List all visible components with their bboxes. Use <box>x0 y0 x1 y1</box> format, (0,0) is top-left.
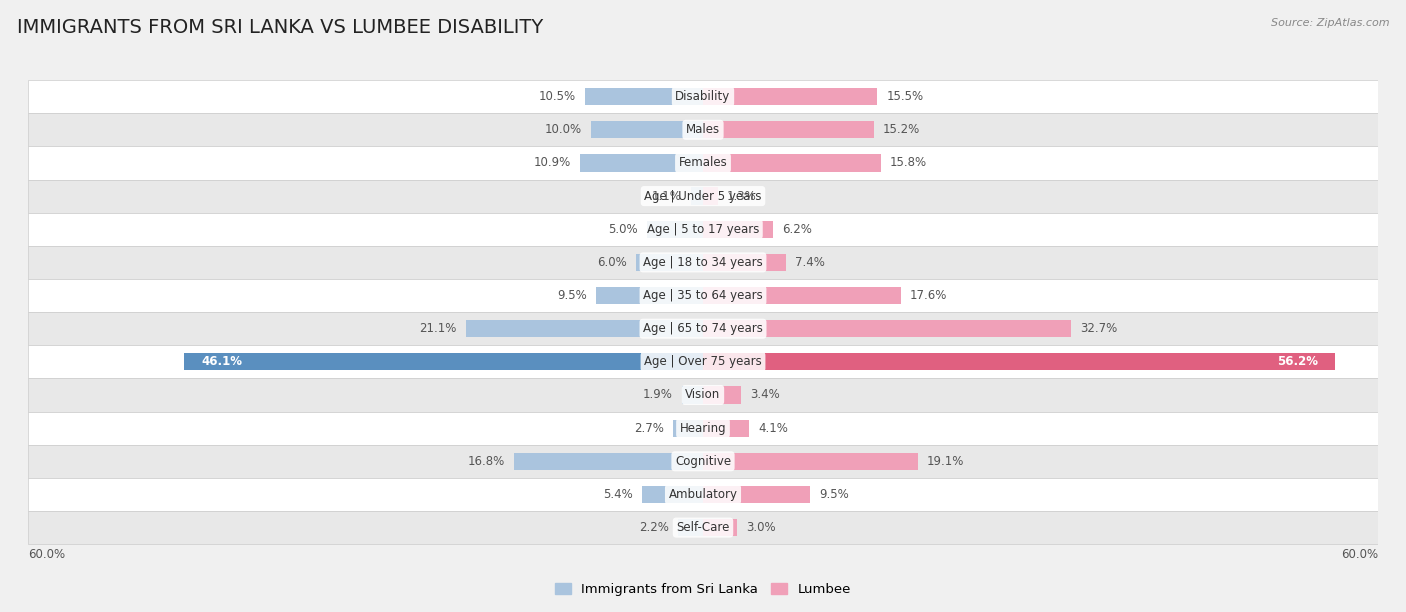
Text: Age | Over 75 years: Age | Over 75 years <box>644 356 762 368</box>
FancyBboxPatch shape <box>28 378 1378 411</box>
Text: 60.0%: 60.0% <box>28 548 65 561</box>
Bar <box>636 254 703 271</box>
FancyBboxPatch shape <box>28 80 1378 113</box>
Text: 1.3%: 1.3% <box>727 190 756 203</box>
Bar <box>703 420 749 437</box>
FancyBboxPatch shape <box>28 279 1378 312</box>
Bar <box>703 220 773 238</box>
FancyBboxPatch shape <box>28 146 1378 179</box>
Text: 7.4%: 7.4% <box>796 256 825 269</box>
Text: 1.9%: 1.9% <box>643 389 672 401</box>
Text: 15.5%: 15.5% <box>886 90 924 103</box>
Text: 2.2%: 2.2% <box>640 521 669 534</box>
Text: 56.2%: 56.2% <box>1277 356 1319 368</box>
Text: 15.2%: 15.2% <box>883 123 920 136</box>
Bar <box>596 287 703 304</box>
FancyBboxPatch shape <box>28 411 1378 445</box>
Bar <box>703 386 741 404</box>
Text: Age | 65 to 74 years: Age | 65 to 74 years <box>643 322 763 335</box>
Bar <box>690 187 703 204</box>
Bar <box>703 154 880 171</box>
Text: 21.1%: 21.1% <box>419 322 457 335</box>
Bar <box>682 386 703 404</box>
FancyBboxPatch shape <box>28 212 1378 246</box>
Bar <box>591 121 703 138</box>
FancyBboxPatch shape <box>28 345 1378 378</box>
Text: 3.0%: 3.0% <box>745 521 775 534</box>
Legend: Immigrants from Sri Lanka, Lumbee: Immigrants from Sri Lanka, Lumbee <box>550 578 856 602</box>
Text: 60.0%: 60.0% <box>1341 548 1378 561</box>
Text: Age | 35 to 64 years: Age | 35 to 64 years <box>643 289 763 302</box>
Text: 5.4%: 5.4% <box>603 488 633 501</box>
Bar <box>703 453 918 470</box>
Bar <box>703 88 877 105</box>
FancyBboxPatch shape <box>28 312 1378 345</box>
Text: Hearing: Hearing <box>679 422 727 435</box>
Text: 10.9%: 10.9% <box>534 157 571 170</box>
Text: 9.5%: 9.5% <box>818 488 849 501</box>
Text: Source: ZipAtlas.com: Source: ZipAtlas.com <box>1271 18 1389 28</box>
Text: Age | 18 to 34 years: Age | 18 to 34 years <box>643 256 763 269</box>
Text: 32.7%: 32.7% <box>1080 322 1116 335</box>
Text: 16.8%: 16.8% <box>468 455 505 468</box>
Text: 19.1%: 19.1% <box>927 455 965 468</box>
Text: Age | 5 to 17 years: Age | 5 to 17 years <box>647 223 759 236</box>
Text: Females: Females <box>679 157 727 170</box>
Text: Males: Males <box>686 123 720 136</box>
Bar <box>184 353 703 370</box>
Text: 10.5%: 10.5% <box>538 90 576 103</box>
Bar <box>465 320 703 337</box>
Text: 2.7%: 2.7% <box>634 422 664 435</box>
Bar <box>703 254 786 271</box>
Bar <box>672 420 703 437</box>
Bar <box>585 88 703 105</box>
FancyBboxPatch shape <box>28 113 1378 146</box>
Bar <box>647 220 703 238</box>
Bar <box>703 187 717 204</box>
FancyBboxPatch shape <box>28 246 1378 279</box>
Text: Ambulatory: Ambulatory <box>668 488 738 501</box>
Text: 4.1%: 4.1% <box>758 422 787 435</box>
Text: 9.5%: 9.5% <box>557 289 588 302</box>
Text: Cognitive: Cognitive <box>675 455 731 468</box>
Text: 6.2%: 6.2% <box>782 223 811 236</box>
Text: Vision: Vision <box>685 389 721 401</box>
FancyBboxPatch shape <box>28 511 1378 544</box>
Text: Self-Care: Self-Care <box>676 521 730 534</box>
Bar <box>581 154 703 171</box>
Bar <box>703 353 1336 370</box>
Bar <box>643 486 703 503</box>
Bar <box>703 486 810 503</box>
Bar <box>703 320 1071 337</box>
Text: 3.4%: 3.4% <box>751 389 780 401</box>
Text: 6.0%: 6.0% <box>596 256 627 269</box>
Text: Disability: Disability <box>675 90 731 103</box>
Bar <box>703 287 901 304</box>
Text: 1.1%: 1.1% <box>652 190 682 203</box>
Text: 15.8%: 15.8% <box>890 157 927 170</box>
Text: Age | Under 5 years: Age | Under 5 years <box>644 190 762 203</box>
FancyBboxPatch shape <box>28 179 1378 212</box>
FancyBboxPatch shape <box>28 445 1378 478</box>
FancyBboxPatch shape <box>28 478 1378 511</box>
Bar <box>703 121 875 138</box>
Text: 17.6%: 17.6% <box>910 289 948 302</box>
Text: 10.0%: 10.0% <box>544 123 582 136</box>
Text: 5.0%: 5.0% <box>609 223 638 236</box>
Bar <box>678 519 703 536</box>
Text: 46.1%: 46.1% <box>201 356 242 368</box>
Text: IMMIGRANTS FROM SRI LANKA VS LUMBEE DISABILITY: IMMIGRANTS FROM SRI LANKA VS LUMBEE DISA… <box>17 18 543 37</box>
Bar <box>515 453 703 470</box>
Bar <box>703 519 737 536</box>
